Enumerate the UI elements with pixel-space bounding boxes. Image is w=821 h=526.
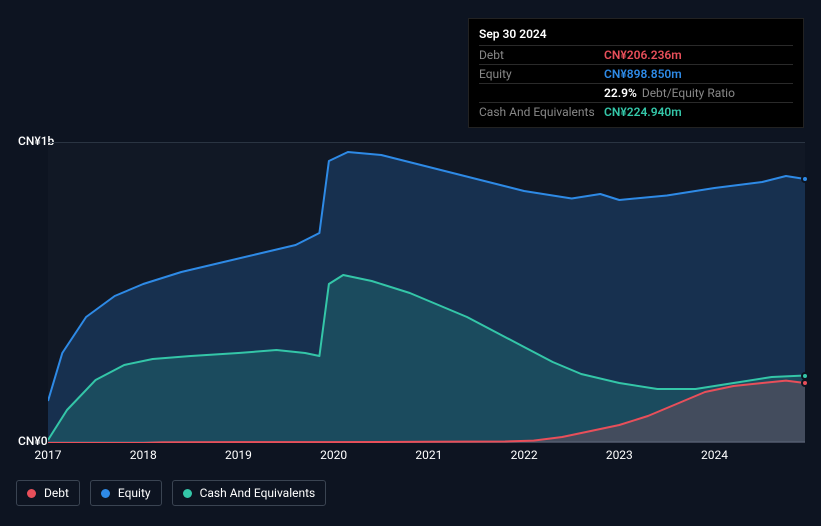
x-axis-label: 2020 [320,448,347,462]
legend-label: Equity [118,486,151,500]
tooltip-row-label [479,86,604,100]
x-axis-label: 2017 [35,448,62,462]
tooltip-row-value: CN¥206.236m [604,48,682,62]
chart-tooltip: Sep 30 2024 DebtCN¥206.236mEquityCN¥898.… [468,18,804,128]
tooltip-row-value: CN¥898.850m [604,67,682,81]
x-axis-label: 2022 [511,448,538,462]
x-axis-label: 2021 [415,448,442,462]
legend-swatch [27,489,36,498]
x-axis-label: 2023 [606,448,633,462]
x-axis-label: 2024 [701,448,728,462]
chart-legend: Debt Equity Cash And Equivalents [16,480,326,506]
legend-label: Debt [44,486,69,500]
tooltip-row: DebtCN¥206.236m [479,45,793,64]
tooltip-date: Sep 30 2024 [479,25,793,45]
x-axis: 20172018201920202021202220232024 [48,448,805,468]
legend-label: Cash And Equivalents [200,486,316,500]
y-axis-label: CN¥0 [18,434,48,448]
tooltip-row-label: Equity [479,67,604,81]
x-axis-label: 2019 [225,448,252,462]
y-axis-label: CN¥1b [18,134,48,148]
legend-item-equity[interactable]: Equity [90,480,162,506]
tooltip-row-sublabel: Debt/Equity Ratio [639,86,735,100]
legend-swatch [183,489,192,498]
chart-plot-area[interactable] [48,142,805,442]
tooltip-row-value: 22.9% Debt/Equity Ratio [604,86,735,100]
tooltip-row: EquityCN¥898.850m [479,64,793,83]
legend-item-cash-and-equivalents[interactable]: Cash And Equivalents [172,480,327,506]
tooltip-row: 22.9% Debt/Equity Ratio [479,83,793,102]
tooltip-row-label: Debt [479,48,604,62]
tooltip-row: Cash And EquivalentsCN¥224.940m [479,102,793,121]
legend-swatch [101,489,110,498]
legend-item-debt[interactable]: Debt [16,480,80,506]
financial-chart: CN¥1b CN¥0 2017 2018 2019 2020 2021 2022 2023 20… [16,124,805,480]
tooltip-row-label: Cash And Equivalents [479,105,604,119]
x-axis-label: 2018 [130,448,157,462]
series-end-marker [801,379,809,387]
series-end-marker [801,175,809,183]
tooltip-row-value: CN¥224.940m [604,105,682,119]
